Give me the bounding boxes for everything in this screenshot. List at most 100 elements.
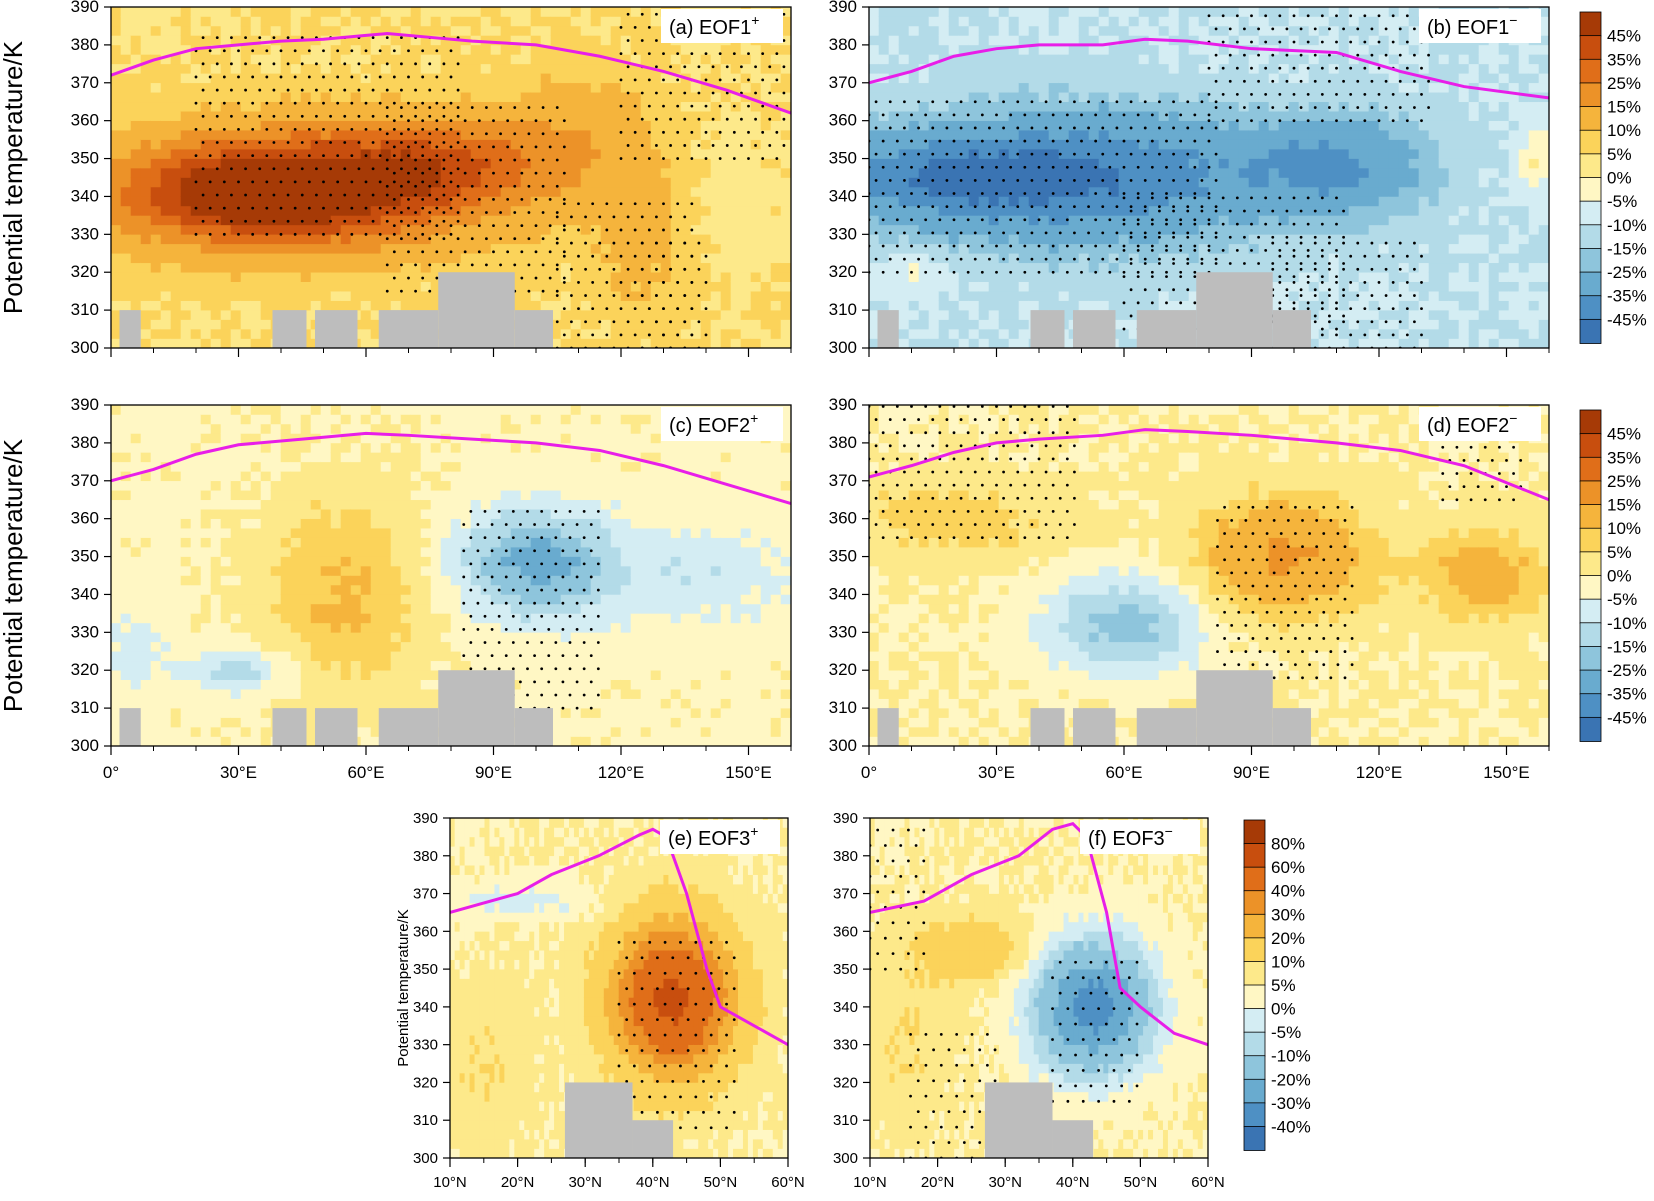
significance-dot — [477, 224, 481, 227]
significance-dot — [995, 405, 998, 408]
y-tick-label: 380 — [829, 433, 857, 452]
significance-dot — [640, 1110, 644, 1114]
colorbar-swatch — [1579, 177, 1602, 203]
significance-dot — [1292, 222, 1296, 226]
significance-dot — [683, 320, 687, 324]
significance-dot — [907, 828, 910, 832]
significance-dot — [959, 496, 963, 500]
significance-dot — [1065, 113, 1069, 117]
significance-dot — [1301, 545, 1304, 549]
significance-dot — [1391, 93, 1395, 96]
significance-dot — [747, 52, 750, 56]
significance-dot — [1286, 676, 1290, 680]
significance-dot — [222, 232, 226, 236]
significance-dot — [385, 88, 389, 92]
significance-dot — [1377, 281, 1381, 284]
significance-dot — [754, 65, 757, 69]
significance-dot — [251, 128, 255, 131]
significance-dot — [336, 206, 340, 210]
significance-dot — [1081, 1069, 1085, 1072]
significance-dot — [1498, 498, 1501, 502]
significance-dot — [279, 180, 283, 184]
colorbar-label: 45% — [1607, 425, 1641, 444]
significance-dot — [1037, 192, 1041, 195]
significance-dot — [598, 294, 602, 297]
significance-dot — [251, 49, 255, 53]
significance-dot — [251, 75, 255, 79]
significance-dot — [1320, 307, 1324, 311]
significance-dot — [548, 145, 552, 149]
significance-dot — [1002, 444, 1005, 448]
significance-dot — [1342, 267, 1345, 271]
significance-dot — [258, 36, 262, 40]
significance-dot — [1235, 66, 1239, 70]
significance-dot — [1214, 257, 1218, 261]
significance-dot — [955, 1032, 959, 1036]
significance-dot — [1023, 536, 1027, 540]
significance-dot — [671, 1018, 675, 1021]
significance-dot — [690, 228, 694, 232]
significance-dot — [1221, 196, 1225, 200]
significance-dot — [477, 197, 481, 201]
significance-dot — [272, 193, 276, 197]
significance-dot — [1313, 79, 1317, 83]
significance-dot — [1405, 254, 1409, 258]
significance-dot — [541, 289, 545, 293]
significance-dot — [1349, 281, 1353, 284]
significance-dot — [1179, 270, 1183, 274]
significance-dot — [300, 88, 304, 92]
significance-dot — [725, 65, 729, 69]
significance-dot — [676, 202, 680, 206]
significance-dot — [244, 114, 247, 118]
significance-dot — [575, 706, 579, 710]
y-tick-label: 330 — [829, 622, 857, 641]
significance-dot — [534, 197, 538, 201]
significance-dot — [562, 250, 566, 254]
significance-dot — [909, 1125, 912, 1129]
significance-dot — [476, 523, 480, 526]
significance-dot — [782, 12, 786, 16]
significance-dot — [385, 36, 389, 40]
significance-dot — [1377, 254, 1381, 258]
significance-dot — [1329, 676, 1333, 680]
significance-dot — [931, 152, 935, 156]
significance-dot — [1223, 610, 1226, 614]
significance-dot — [371, 62, 375, 66]
significance-dot — [513, 158, 517, 162]
significance-dot — [725, 1095, 728, 1099]
topography-block — [272, 310, 307, 348]
significance-dot — [676, 281, 680, 284]
significance-dot — [1237, 532, 1241, 535]
significance-dot — [959, 257, 963, 261]
significance-dot — [980, 509, 984, 513]
significance-dot — [392, 197, 396, 201]
y-tick-label: 330 — [833, 1037, 858, 1054]
significance-dot — [293, 206, 297, 210]
significance-dot — [385, 158, 389, 162]
significance-dot — [1336, 505, 1340, 509]
significance-dot — [1207, 218, 1211, 222]
significance-dot — [519, 601, 522, 605]
significance-dot — [907, 890, 910, 894]
significance-dot — [499, 237, 502, 241]
x-tick-label: 30°E — [220, 763, 257, 782]
significance-dot — [554, 562, 558, 566]
significance-dot — [959, 444, 963, 448]
significance-dot — [1223, 584, 1226, 588]
significance-dot — [449, 49, 453, 53]
significance-dot — [1329, 519, 1333, 522]
significance-dot — [336, 101, 340, 105]
significance-dot — [1320, 222, 1324, 226]
significance-dot — [421, 232, 425, 236]
significance-dot — [428, 114, 432, 118]
significance-dot — [655, 320, 658, 324]
colorbar-label: -20% — [1271, 1070, 1311, 1089]
significance-dot — [1143, 231, 1147, 235]
significance-dot — [1136, 275, 1140, 278]
significance-dot — [768, 117, 772, 121]
significance-dot — [916, 1141, 920, 1144]
significance-dot — [343, 219, 347, 223]
significance-dot — [541, 132, 545, 136]
significance-dot — [1044, 444, 1048, 448]
significance-dot — [640, 241, 644, 245]
